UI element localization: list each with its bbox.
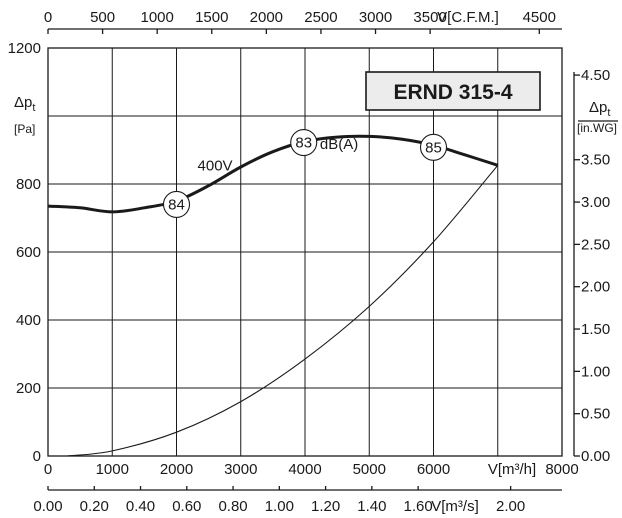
bottom2-axis-label: V[m³/s] — [431, 498, 479, 515]
y-tick-label: 600 — [16, 244, 41, 261]
right-axis-label: Δpt — [589, 99, 610, 119]
bottom2-tick-label: 0.00 — [33, 498, 62, 515]
sound-level-marker: 84 — [162, 190, 191, 218]
plot-frame — [47, 47, 563, 457]
x-tick-label: 4000 — [288, 461, 321, 478]
system-curve — [67, 164, 499, 457]
right-tick-label: 4.50 — [581, 67, 610, 84]
marker-label: 84 — [168, 196, 185, 213]
model-box — [365, 71, 541, 111]
axes — [47, 28, 618, 491]
bottom2-tick-label: 1.40 — [357, 498, 386, 515]
bottom2-tick-label: 0.40 — [126, 498, 155, 515]
voltage-label: 400V — [198, 157, 233, 174]
bottom2-tick-label: 0.20 — [80, 498, 109, 515]
top-tick-label: 1000 — [140, 9, 173, 26]
top-tick-label: 500 — [90, 9, 115, 26]
x-tick-label: 1000 — [96, 461, 129, 478]
bottom2-tick-label: 2.00 — [496, 498, 525, 515]
sound-level-marker: 85 — [419, 133, 448, 161]
right-tick-label: 2.00 — [581, 279, 610, 296]
x-tick-label: 3000 — [224, 461, 257, 478]
marker-label: 85 — [425, 139, 442, 156]
bottom2-tick-label: 1.60 — [404, 498, 433, 515]
right-axis-unit: [in.WG] — [577, 121, 617, 135]
x-axis-label: V[m³/h] — [488, 461, 536, 478]
top-tick-label: 4500 — [523, 9, 556, 26]
right-tick-label: 1.00 — [581, 363, 610, 380]
right-tick-label: 0.50 — [581, 406, 610, 423]
marker-circle — [290, 128, 318, 157]
marker-circle — [419, 133, 448, 161]
bottom2-tick-label: 1.20 — [311, 498, 340, 515]
y-tick-label: 800 — [16, 176, 41, 193]
y-tick-label: 0 — [33, 448, 41, 465]
bottom2-tick-label: 0.60 — [172, 498, 201, 515]
right-tick-label: 3.50 — [581, 152, 610, 169]
x-tick-label: 6000 — [417, 461, 450, 478]
top-tick-label: 2000 — [250, 9, 283, 26]
title-box: ERND 315-4 — [365, 71, 541, 111]
sound-level-marker: 83 — [290, 128, 318, 157]
y-axis-label: Δpt — [14, 94, 35, 114]
right-tick-label: 3.00 — [581, 194, 610, 211]
x-tick-label: 2000 — [160, 461, 193, 478]
x-tick-label: 8000 — [545, 461, 578, 478]
top-tick-label: 2500 — [304, 9, 337, 26]
right-tick-label: 2.50 — [581, 236, 610, 253]
unit-label: dB(A) — [320, 136, 358, 153]
bottom2-tick-label: 0.80 — [218, 498, 247, 515]
marker-circle — [162, 190, 191, 218]
x-tick-label: 5000 — [353, 461, 386, 478]
chart-title: ERND 315-4 — [393, 81, 512, 104]
top-tick-label: 1500 — [195, 9, 228, 26]
marker-label: 83 — [295, 135, 312, 152]
top-tick-label: 0 — [44, 9, 52, 26]
top-axis-label: V[C.F.M.] — [437, 9, 499, 26]
bottom2-tick-label: 1.00 — [265, 498, 294, 515]
y-axis-unit: [Pa] — [14, 122, 35, 136]
top-tick-label: 3000 — [359, 9, 392, 26]
y-tick-label: 400 — [16, 312, 41, 329]
y-tick-label: 1200 — [8, 40, 41, 57]
y-tick-label: 200 — [16, 380, 41, 397]
grid — [47, 47, 563, 457]
right-tick-label: 0.00 — [581, 448, 610, 465]
right-tick-label: 1.50 — [581, 321, 610, 338]
top-tick-label: 3500 — [413, 9, 446, 26]
x-tick-label: 0 — [44, 461, 52, 478]
